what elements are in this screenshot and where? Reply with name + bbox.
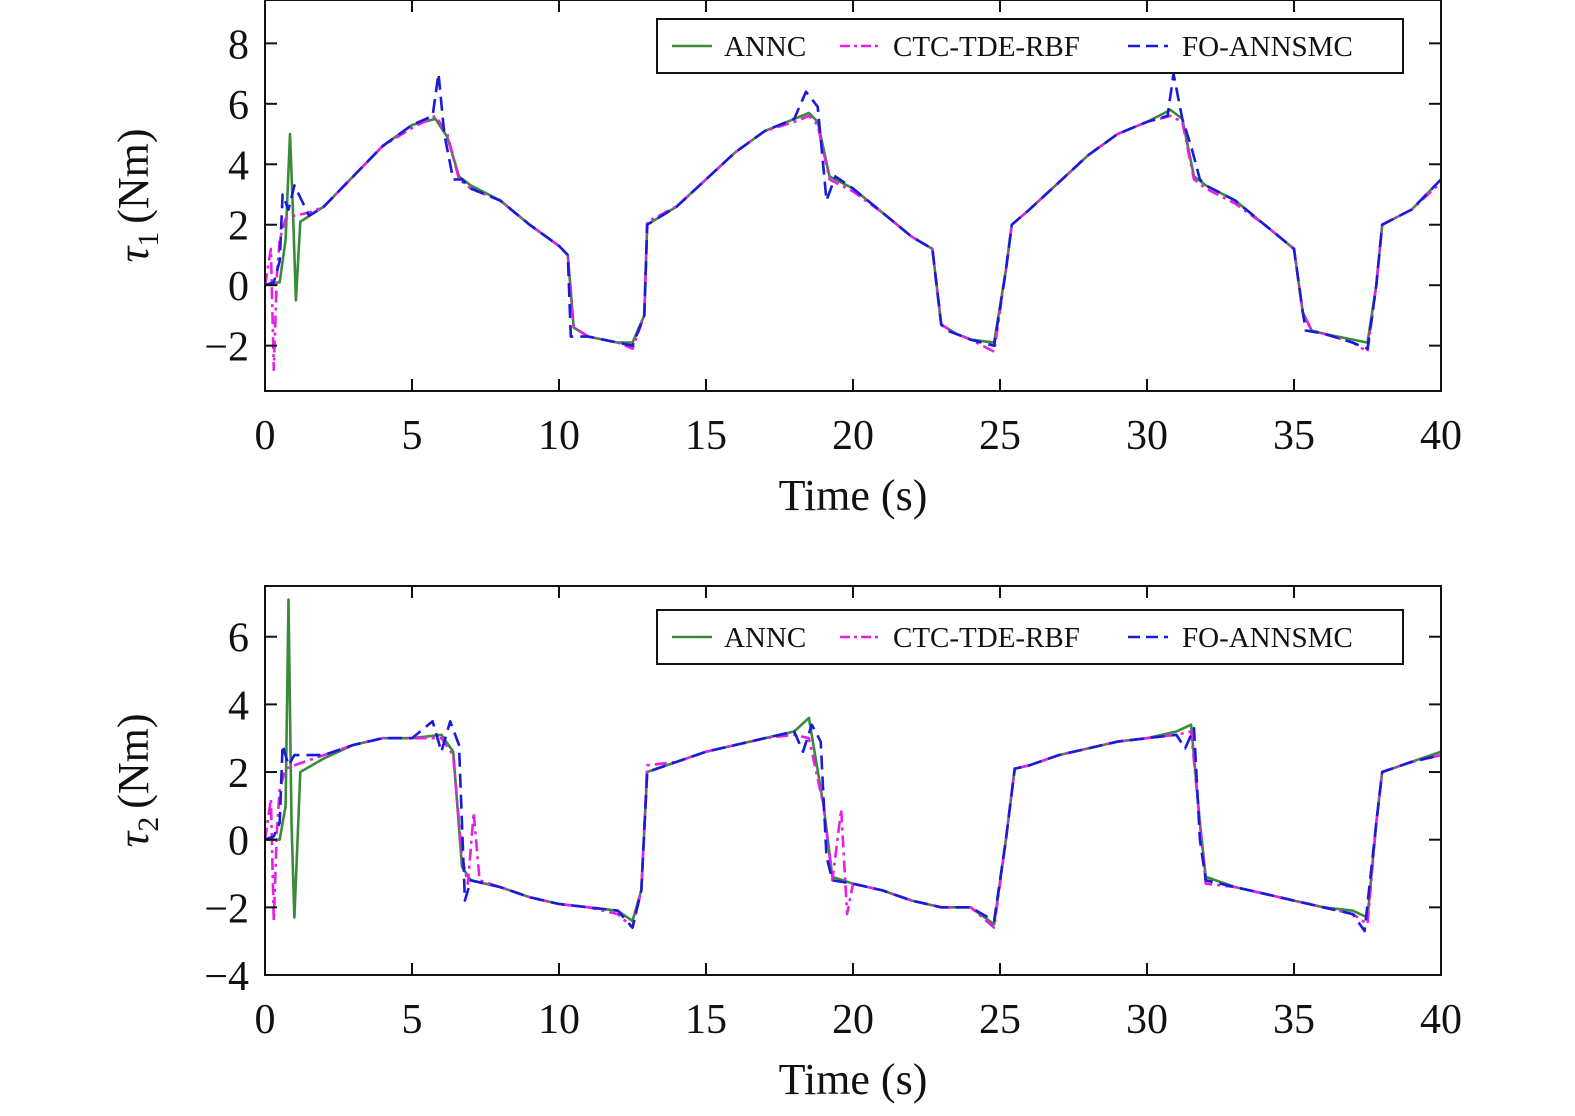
y-axis-subscript: 2	[132, 817, 165, 832]
y-axis-unit: (Nm)	[109, 713, 158, 808]
series-line-ctc-tde-rbf	[265, 114, 1441, 372]
x-tick-label: 10	[538, 997, 580, 1043]
x-tick-label: 40	[1420, 413, 1462, 459]
x-axis-title: Time (s)	[779, 1055, 928, 1104]
y-tick-label: 2	[228, 204, 249, 250]
x-tick-label: 25	[979, 413, 1021, 459]
y-tick-label: −4	[204, 954, 249, 1000]
y-tick-label: 0	[228, 819, 249, 865]
x-tick-label: 15	[685, 997, 727, 1043]
x-tick-label: 5	[402, 997, 423, 1043]
y-tick-label: 2	[228, 751, 249, 797]
x-tick-label: 20	[832, 413, 874, 459]
legend-label-annc: ANNC	[724, 31, 806, 63]
x-tick-label: 30	[1126, 997, 1168, 1043]
y-tick-label: 4	[228, 683, 249, 729]
series-line-fo-annsmc	[265, 72, 1441, 351]
x-tick-label: 35	[1273, 997, 1315, 1043]
legend-box	[656, 18, 1404, 74]
legend-label-ctc-tde-rbf: CTC-TDE-RBF	[893, 622, 1080, 654]
legend-label-fo-annsmc: FO-ANNSMC	[1182, 31, 1353, 63]
y-tick-label: 0	[228, 264, 249, 310]
x-axis-title: Time (s)	[779, 471, 928, 520]
x-tick-label: 35	[1273, 413, 1315, 459]
y-axis-symbol: τ	[109, 245, 158, 263]
x-tick-label: 15	[685, 413, 727, 459]
legend-label-fo-annsmc: FO-ANNSMC	[1182, 622, 1353, 654]
y-axis-symbol: τ	[109, 830, 158, 848]
series-line-ctc-tde-rbf	[265, 730, 1441, 929]
y-tick-label: −2	[204, 325, 249, 371]
series-group	[265, 72, 1441, 372]
y-axis-title: τ2 (Nm)	[109, 713, 165, 847]
legend: ANNC CTC-TDE-RBF FO-ANNSMC	[656, 609, 1404, 665]
y-axis-title: τ1 (Nm)	[109, 128, 165, 262]
legend-label-annc: ANNC	[724, 622, 806, 654]
series-line-fo-annsmc	[265, 719, 1441, 933]
x-tick-label: 20	[832, 997, 874, 1043]
legend-label-ctc-tde-rbf: CTC-TDE-RBF	[893, 31, 1080, 63]
x-tick-label: 40	[1420, 997, 1462, 1043]
y-tick-label: 6	[228, 83, 249, 129]
legend-box	[656, 609, 1404, 665]
x-tick-label: 10	[538, 413, 580, 459]
x-tick-label: 5	[402, 413, 423, 459]
y-tick-label: 8	[228, 22, 249, 68]
x-tick-label: 30	[1126, 413, 1168, 459]
y-tick-label: 4	[228, 143, 249, 189]
x-tick-label: 25	[979, 997, 1021, 1043]
y-tick-label: 6	[228, 616, 249, 662]
y-tick-label: −2	[204, 886, 249, 932]
series-group	[265, 598, 1441, 933]
legend: ANNC CTC-TDE-RBF FO-ANNSMC	[656, 18, 1404, 74]
y-axis-unit: (Nm)	[109, 128, 158, 223]
x-tick-label: 0	[255, 997, 276, 1043]
y-axis-subscript: 1	[132, 232, 165, 247]
x-tick-label: 0	[255, 413, 276, 459]
